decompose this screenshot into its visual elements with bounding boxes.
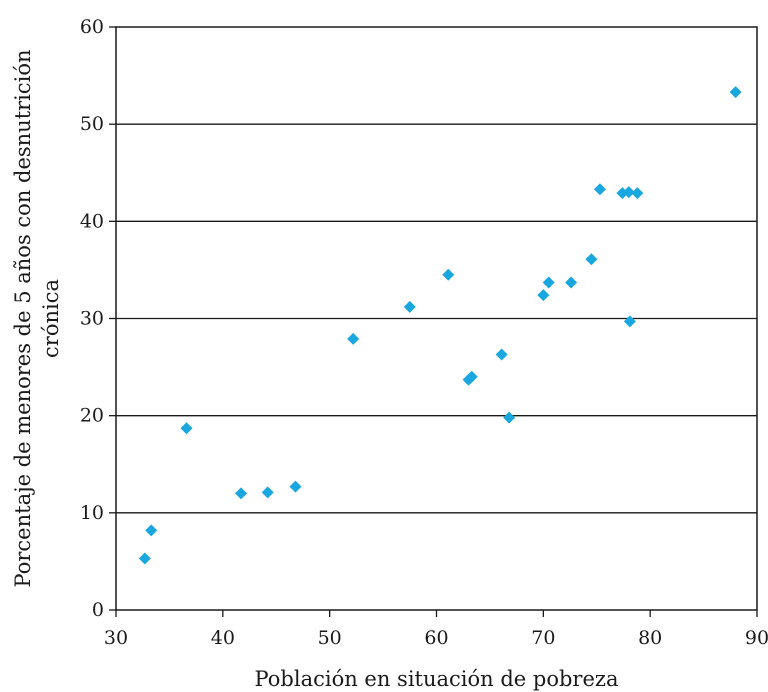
data-point-1 [145,524,158,537]
data-point-2 [180,422,193,435]
data-point-11 [495,348,508,361]
data-point-13 [537,289,550,302]
x-tick-label-40: 40 [211,627,235,649]
y-tick-label-60: 60 [80,16,104,38]
data-point-5 [289,480,302,493]
data-point-3 [234,487,247,500]
y-axis: 0 10 20 30 40 50 60 [80,16,116,621]
data-point-19 [622,186,635,199]
y-axis-title-line-1: Porcentaje de menores de 5 años con desn… [11,49,35,587]
x-tick-label-60: 60 [424,627,448,649]
y-tick-label-50: 50 [80,113,104,135]
data-point-6 [347,332,360,345]
x-tick-label-30: 30 [104,627,128,649]
data-point-4 [261,486,274,499]
data-point-16 [585,253,598,266]
data-points [138,86,742,565]
data-point-7 [403,300,416,313]
x-axis: 30 40 50 60 70 80 90 [104,610,768,649]
data-point-20 [631,187,644,200]
data-point-21 [623,315,636,328]
data-point-10 [465,370,478,383]
data-point-0 [138,552,151,565]
y-tick-label-0: 0 [92,599,104,621]
x-tick-label-80: 80 [638,627,662,649]
y-tick-label-20: 20 [80,405,104,427]
data-point-14 [542,276,555,289]
data-point-8 [442,268,455,281]
x-tick-label-90: 90 [745,627,768,649]
x-tick-label-70: 70 [531,627,555,649]
y-axis-title-line-2: crónica [39,279,63,358]
data-point-17 [593,183,606,196]
y-tick-label-10: 10 [80,502,104,524]
data-point-12 [503,411,516,424]
data-point-22 [729,86,742,99]
y-tick-label-30: 30 [80,308,104,330]
data-point-15 [565,276,578,289]
y-tick-label-40: 40 [80,210,104,232]
x-axis-title: Población en situación de pobreza [255,667,619,691]
x-tick-label-50: 50 [318,627,342,649]
y-axis-title: Porcentaje de menores de 5 años con desn… [11,49,63,587]
gridlines [116,123,757,514]
